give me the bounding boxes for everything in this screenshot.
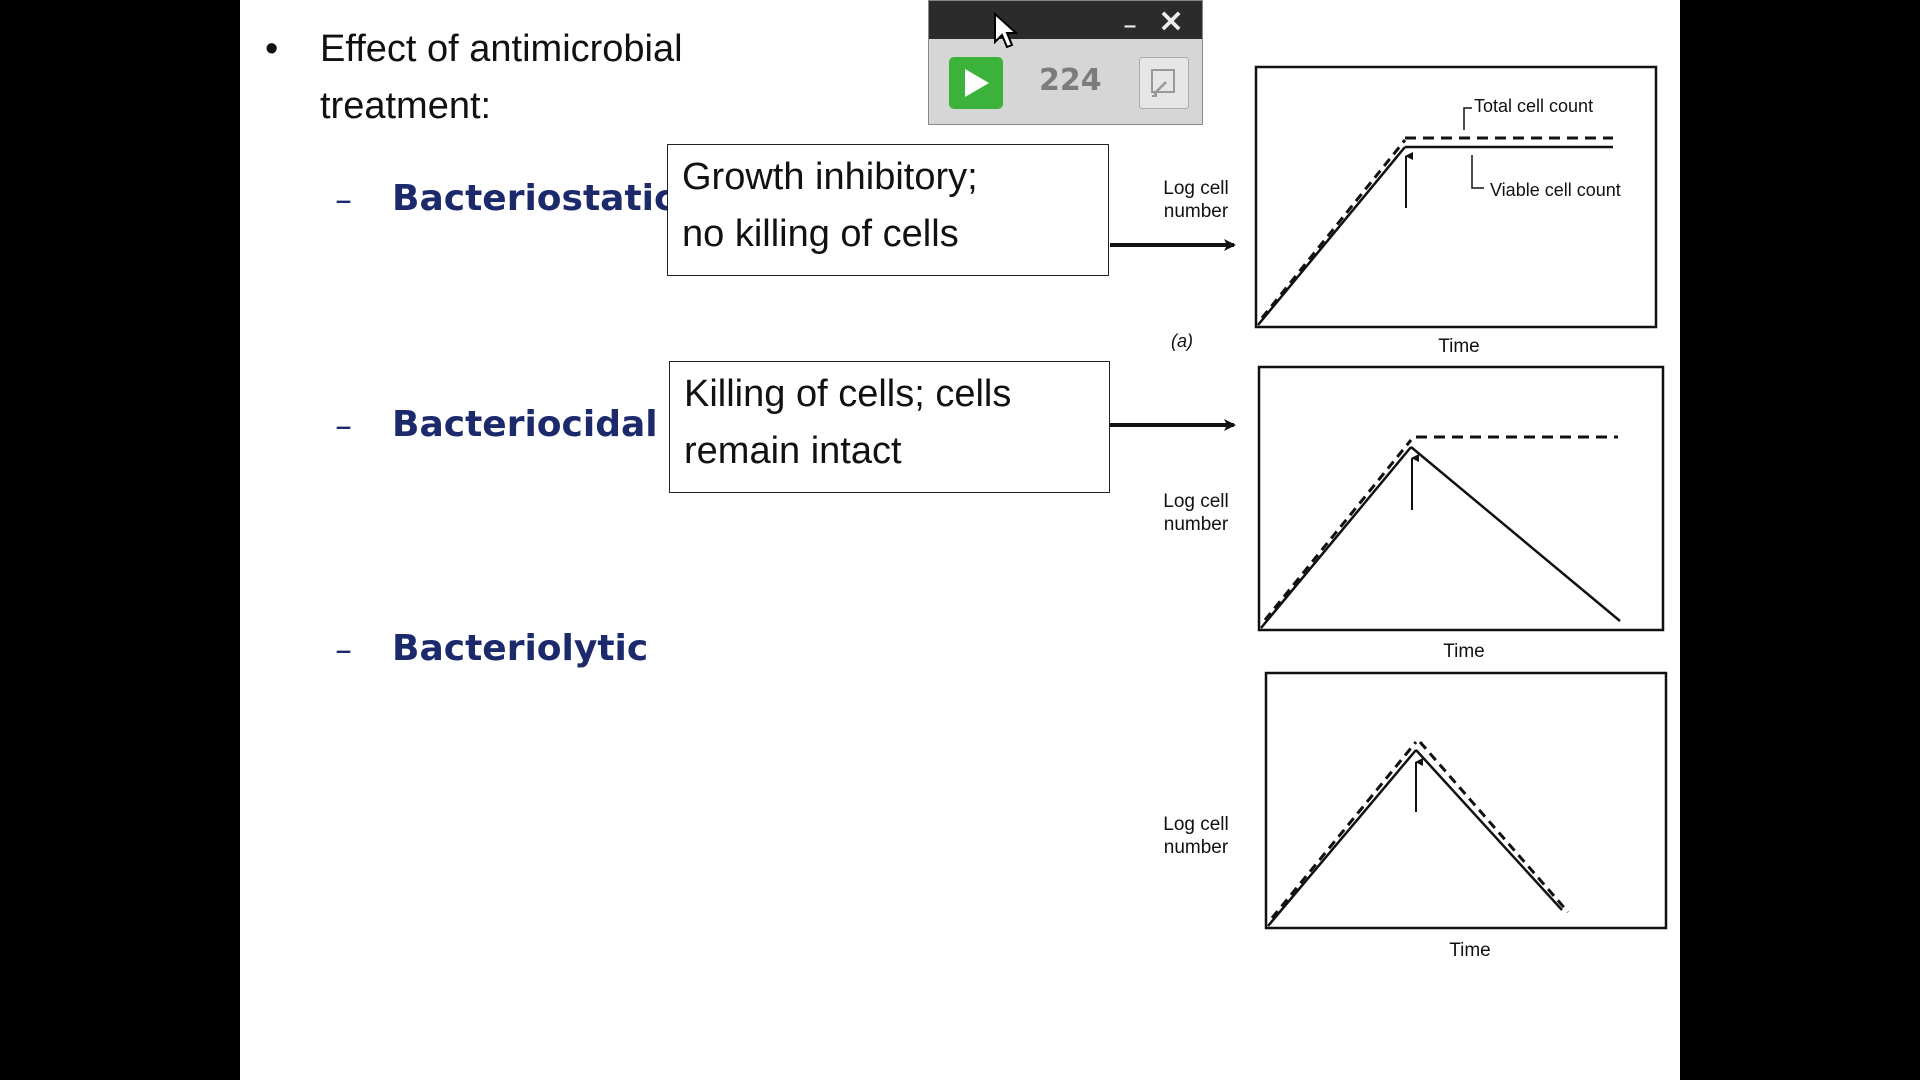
- viable-count-rise: [1260, 446, 1412, 629]
- x-axis-label: Time: [1443, 641, 1485, 662]
- expand-icon: [1151, 69, 1175, 97]
- mouse-cursor-icon: [994, 12, 1019, 49]
- viable-cell-count-label: Viable cell count: [1490, 180, 1621, 200]
- growth-curves-figure: Total cell count Viable cell count Log c…: [1110, 65, 1668, 961]
- x-axis-label: Time: [1438, 336, 1480, 357]
- player-widget: _ × 224: [928, 0, 1203, 125]
- graph-frame: [1257, 365, 1665, 632]
- y-axis-label-line-1: Log cell: [1163, 491, 1229, 512]
- close-button[interactable]: ×: [1157, 1, 1185, 39]
- graph-frame: [1264, 671, 1668, 930]
- y-axis-label-line-2: number: [1164, 837, 1229, 858]
- description-line: Killing of cells; cells: [684, 373, 1012, 415]
- bullet-marker: •: [265, 28, 279, 70]
- graph-frame: [1254, 65, 1658, 329]
- heading-line-1: Effect of antimicrobial: [320, 28, 683, 70]
- viable-count-decline: [1415, 749, 1563, 911]
- y-axis-label-line-1: Log cell: [1163, 814, 1229, 835]
- total-count-leader: [1463, 107, 1472, 130]
- dash-bacteriostatic: –: [335, 180, 352, 220]
- y-axis-label-line-2: number: [1164, 201, 1229, 222]
- graph-bacteriocidal: Log cell number Time: [1163, 365, 1665, 662]
- viable-count-leader: [1471, 155, 1484, 189]
- counter-display: 224: [1039, 63, 1102, 98]
- graph-bacteriolytic: Log cell number Time: [1163, 671, 1668, 961]
- connector-arrows: [1110, 239, 1236, 431]
- graph-bacteriostatic: Total cell count Viable cell count Log c…: [1163, 65, 1658, 357]
- dash-bacteriocidal: –: [335, 406, 352, 446]
- label-bacteriolytic: Bacteriolytic: [392, 628, 649, 669]
- x-axis-label: Time: [1449, 940, 1491, 961]
- label-bacteriostatic: Bacteriostatic: [392, 178, 676, 219]
- y-axis-label-line-2: number: [1164, 514, 1229, 535]
- play-icon: [965, 69, 989, 97]
- y-axis-label-line-1: Log cell: [1163, 178, 1229, 199]
- viable-count-decline: [1410, 446, 1621, 622]
- label-bacteriocidal: Bacteriocidal: [392, 404, 658, 445]
- dash-bacteriolytic: –: [335, 630, 352, 670]
- total-cell-count-label: Total cell count: [1474, 96, 1593, 116]
- description-box-bacteriocidal: Killing of cells; cells remain intact: [669, 361, 1110, 493]
- total-count-rise: [1270, 741, 1418, 919]
- description-line: no killing of cells: [682, 213, 959, 255]
- heading-line-2: treatment:: [320, 85, 492, 127]
- description-box-bacteriostatic: Growth inhibitory; no killing of cells: [667, 144, 1109, 276]
- total-count-line: [1260, 139, 1407, 319]
- panel-a-tag: (a): [1171, 331, 1193, 351]
- total-count-decline: [1418, 741, 1570, 913]
- player-titlebar[interactable]: _ ×: [929, 1, 1202, 39]
- minimize-button[interactable]: _: [1124, 3, 1136, 28]
- expand-button[interactable]: [1139, 57, 1189, 109]
- viable-count-rise: [1267, 749, 1417, 927]
- description-line: remain intact: [684, 430, 902, 472]
- description-line: Growth inhibitory;: [682, 156, 978, 198]
- total-count-rise: [1263, 439, 1413, 621]
- slide: • Effect of antimicrobial treatment: – B…: [240, 0, 1680, 1080]
- play-button[interactable]: [949, 57, 1003, 109]
- viable-count-line: [1257, 146, 1406, 326]
